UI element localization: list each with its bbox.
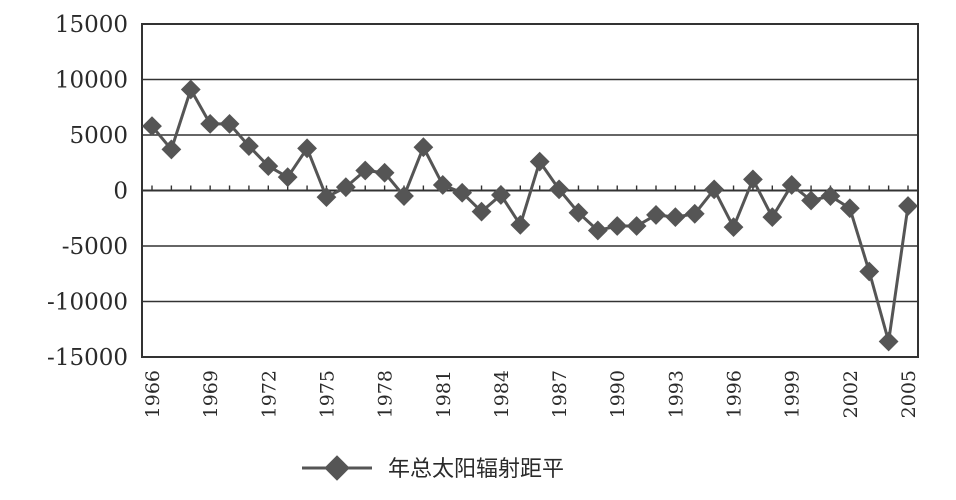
data-point (471, 201, 492, 222)
legend-marker (324, 455, 350, 481)
x-tick-label: 1987 (549, 370, 571, 418)
y-tick-label: -10000 (47, 290, 128, 316)
data-point (394, 186, 414, 206)
x-tick-label: 1972 (258, 370, 280, 418)
x-tick-label: 1966 (142, 370, 164, 418)
data-point (452, 182, 473, 203)
data-point (374, 162, 395, 183)
x-tick-label: 1999 (782, 370, 804, 418)
data-point (258, 156, 279, 176)
data-point (820, 186, 841, 206)
data-point (335, 177, 356, 198)
data-point (646, 205, 666, 225)
y-tick-label: 10000 (55, 68, 128, 94)
data-point (180, 79, 201, 100)
data-point (491, 185, 511, 205)
x-tick-label: 1969 (200, 370, 222, 418)
y-tick-label: 5000 (69, 123, 128, 149)
data-point (626, 216, 647, 236)
data-point (355, 160, 376, 181)
data-point (898, 196, 918, 216)
series-line (150, 87, 910, 343)
data-point (277, 167, 298, 188)
x-tick-label: 1990 (607, 370, 629, 418)
x-tick-label: 2005 (898, 370, 920, 418)
data-point (859, 261, 880, 282)
data-point (878, 331, 899, 352)
data-point (297, 138, 317, 159)
x-tick-label: 2002 (840, 370, 862, 418)
data-point (510, 215, 531, 235)
data-point (665, 207, 686, 228)
x-tick-label: 1984 (491, 370, 513, 418)
data-point (762, 207, 783, 228)
data-point (432, 175, 453, 195)
y-tick-label: -5000 (62, 234, 128, 260)
data-point (413, 137, 434, 158)
data-point (316, 187, 337, 208)
data-point (743, 169, 763, 190)
x-tick-label: 1996 (724, 370, 746, 418)
data-point (839, 198, 860, 219)
x-tick-label: 1975 (316, 370, 338, 418)
data-point (239, 136, 259, 156)
y-tick-label: 15000 (55, 12, 128, 38)
data-point (529, 151, 550, 172)
x-tick-label: 1978 (375, 370, 397, 418)
x-tick-label: 1993 (665, 370, 687, 418)
y-tick-label: -15000 (47, 345, 128, 371)
data-point (200, 114, 221, 134)
legend: 年总太阳辐射距平 (302, 455, 564, 482)
data-point (607, 216, 628, 236)
data-point (723, 217, 744, 238)
data-point (161, 139, 182, 160)
x-tick-label: 1981 (433, 370, 455, 418)
legend-label: 年总太阳辐射距平 (388, 457, 564, 482)
y-tick-label: 0 (113, 179, 128, 205)
